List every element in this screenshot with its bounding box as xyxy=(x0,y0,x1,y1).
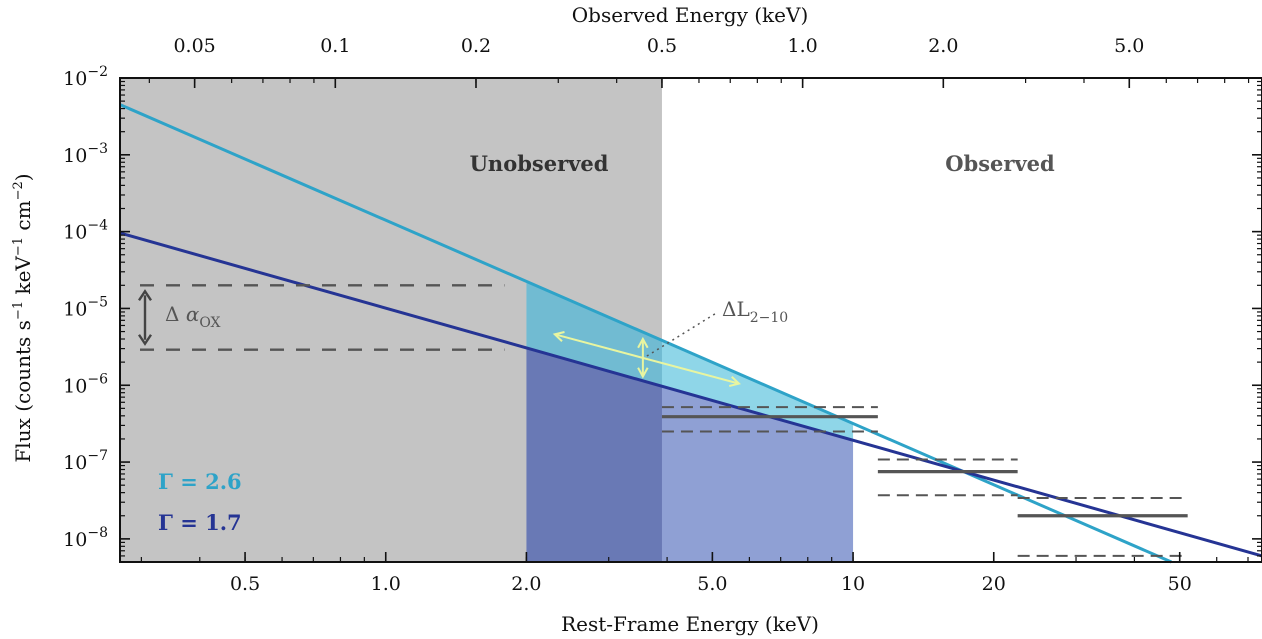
x-tick-label: 5.0 xyxy=(697,573,727,595)
y-title-part-2: keV xyxy=(11,256,35,301)
region-label-unobserved: Unobserved xyxy=(470,151,609,176)
x-tick-label: 2.0 xyxy=(511,573,541,595)
y-title-sup-2: −1 xyxy=(11,237,26,256)
y-tick-base: 10 xyxy=(63,68,87,90)
y-tick-exponent: −6 xyxy=(87,371,108,387)
y-tick-exponent: −3 xyxy=(87,141,108,157)
delta-l-diagonal-arrow xyxy=(554,333,740,385)
delta-alpha-ox-label: Δ αOX xyxy=(165,302,221,331)
band-upper-shade xyxy=(526,281,662,387)
y-tick-label: 10−3 xyxy=(63,141,108,167)
x-tick-label: 10 xyxy=(841,573,865,595)
delta-alpha-ox-sub: OX xyxy=(199,315,220,331)
y-tick-label: 10−8 xyxy=(63,525,108,551)
y-tick-exponent: −8 xyxy=(87,525,108,541)
y-tick-base: 10 xyxy=(63,298,87,320)
x-tick-label: 50 xyxy=(1168,573,1192,595)
y-tick-exponent: −2 xyxy=(87,64,108,80)
y-tick-label: 10−7 xyxy=(63,448,108,474)
plot-layer-lines xyxy=(119,103,1262,564)
x-axis-title: Rest-Frame Energy (keV) xyxy=(561,612,819,636)
y-title-part-4: ) xyxy=(11,173,35,181)
region-label-observed: Observed xyxy=(945,151,1055,176)
delta-alpha-ox-delta: Δ xyxy=(165,302,186,326)
y-tick-label: 10−2 xyxy=(63,64,108,90)
gamma-label-flat: Γ = 1.7 xyxy=(158,510,242,535)
y-tick-base: 10 xyxy=(63,529,87,551)
y-title-sup-3: −2 xyxy=(11,181,26,200)
x2-tick-label: 2.0 xyxy=(928,35,958,57)
plot-layer-bands xyxy=(526,281,854,562)
y-tick-exponent: −4 xyxy=(87,218,108,234)
delta-l-main: ΔL xyxy=(722,297,750,321)
y-tick-label: 10−4 xyxy=(63,218,108,244)
y-tick-label: 10−6 xyxy=(63,371,108,397)
delta-l-vert-head-2 xyxy=(637,336,649,349)
y-tick-base: 10 xyxy=(63,375,87,397)
plot-layer-annotations xyxy=(138,284,741,387)
delta-l-sub: 2−10 xyxy=(750,310,788,326)
y-tick-base: 10 xyxy=(63,452,87,474)
x-tick-label: 0.5 xyxy=(230,573,260,595)
plot-layer-axes: 0.5 1.0 2.0 5.0 10 20 50 0.05 0.1 0.2 0.5 1.0 2.0 5.0… xyxy=(63,35,1262,595)
x2-tick-label: 0.05 xyxy=(173,35,215,57)
x2-axis-title: Observed Energy (keV) xyxy=(572,3,809,27)
series-line-1 xyxy=(119,231,1262,558)
x-tick-label: 20 xyxy=(982,573,1006,595)
delta-l-label: ΔL2−10 xyxy=(722,297,788,326)
x2-tick-label: 5.0 xyxy=(1114,35,1144,57)
series-line-0 xyxy=(119,103,1173,564)
gamma-label-steep: Γ = 2.6 xyxy=(158,469,242,494)
delta-alpha-ox-arrowhead-up xyxy=(138,289,152,301)
delta-l-diag-head-1 xyxy=(729,376,741,387)
band-unobserved-overlay xyxy=(526,281,662,562)
delta-l-vert-head-1 xyxy=(637,367,649,379)
plot-layer-bins xyxy=(661,406,1188,557)
x-tick-label: 1.0 xyxy=(371,573,401,595)
x2-tick-label: 0.5 xyxy=(647,35,677,57)
y-tick-label: 10−5 xyxy=(63,294,108,320)
delta-alpha-ox-alpha: α xyxy=(186,302,200,326)
y-tick-base: 10 xyxy=(63,222,87,244)
delta-l-diag-head-2 xyxy=(552,331,565,342)
band-lower-shade xyxy=(526,347,662,562)
y-tick-exponent: −7 xyxy=(87,448,108,464)
y-tick-base: 10 xyxy=(63,145,87,167)
x2-tick-label: 0.1 xyxy=(320,35,350,57)
y-axis-title: Flux (counts s−1 keV−1 cm−2) xyxy=(11,173,35,462)
delta-alpha-ox-arrowhead-down xyxy=(138,334,152,346)
y-tick-exponent: −5 xyxy=(87,294,108,310)
delta-l-leader xyxy=(646,311,719,357)
y-title-part-1: Flux (counts s xyxy=(11,320,35,463)
y-title-sup-1: −1 xyxy=(11,301,26,320)
x2-tick-label: 0.2 xyxy=(461,35,491,57)
y-title-part-3: cm xyxy=(11,200,35,237)
x2-tick-label: 1.0 xyxy=(788,35,818,57)
band-between-lines xyxy=(526,281,854,441)
